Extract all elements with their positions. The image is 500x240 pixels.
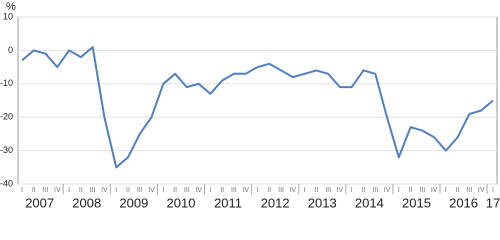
x-tick-label: I [21, 187, 23, 194]
year-label: 2015 [402, 195, 431, 210]
x-tick-label: III [184, 187, 190, 194]
x-tick-label: II [456, 187, 460, 194]
x-tick-label: III [278, 187, 284, 194]
x-tick-label: III [90, 187, 96, 194]
x-tick-label: I [445, 187, 447, 194]
x-tick-label: II [220, 187, 224, 194]
data-line [21, 46, 494, 169]
y-tick-label: -40 [0, 178, 13, 188]
x-tick-label: I [257, 187, 259, 194]
x-tick-label: III [137, 187, 143, 194]
page: {"chart_data": { "type": "line", "y_unit… [0, 0, 500, 212]
x-tick-label: II [267, 187, 271, 194]
y-tick-label: -20 [0, 112, 13, 122]
x-tick-label: I [492, 187, 494, 194]
x-tick-label: II [79, 187, 83, 194]
y-tick-label: -30 [0, 145, 13, 155]
x-tick-label: I [115, 187, 117, 194]
year-label: 2009 [119, 195, 148, 210]
x-tick-label: IV [54, 187, 61, 194]
x-tick-label: I [351, 187, 353, 194]
year-label: 2012 [261, 195, 290, 210]
year-label: 2007 [25, 195, 54, 210]
year-label: 2014 [355, 195, 384, 210]
y-tick-label: -10 [0, 78, 13, 88]
x-tick-label: IV [148, 187, 155, 194]
x-tick-label: III [467, 187, 473, 194]
x-tick-label: II [409, 187, 413, 194]
x-tick-label: III [231, 187, 237, 194]
x-tick-label: I [162, 187, 164, 194]
x-tick-label: IV [242, 187, 249, 194]
year-label: 2016 [449, 195, 478, 210]
x-tick-label: II [362, 187, 366, 194]
x-tick-label: IV [195, 187, 202, 194]
x-tick-label: IV [337, 187, 344, 194]
x-tick-label: II [32, 187, 36, 194]
y-tick-label: 0 [8, 45, 13, 55]
x-tick-label: III [419, 187, 425, 194]
y-unit: % [6, 1, 16, 13]
x-tick-label: IV [478, 187, 485, 194]
x-tick-label: II [126, 187, 130, 194]
y-tick-label: 10 [3, 11, 13, 21]
year-label: 2008 [72, 195, 101, 210]
year-label: 2013 [308, 195, 337, 210]
x-tick-label: III [372, 187, 378, 194]
plot-frame [17, 16, 498, 185]
x-tick-label: I [398, 187, 400, 194]
x-tick-label: III [325, 187, 331, 194]
year-label: 17 [486, 195, 500, 210]
x-tick-label: IV [290, 187, 297, 194]
x-tick-label: I [209, 187, 211, 194]
x-tick-label: I [68, 187, 70, 194]
year-label: 2010 [167, 195, 196, 210]
x-tick-label: I [304, 187, 306, 194]
x-tick-label: IV [431, 187, 438, 194]
x-tick-label: III [43, 187, 49, 194]
x-tick-label: II [314, 187, 318, 194]
x-tick-label: II [173, 187, 177, 194]
x-tick-label: IV [101, 187, 108, 194]
year-label: 2011 [214, 195, 242, 210]
x-tick-label: IV [384, 187, 391, 194]
